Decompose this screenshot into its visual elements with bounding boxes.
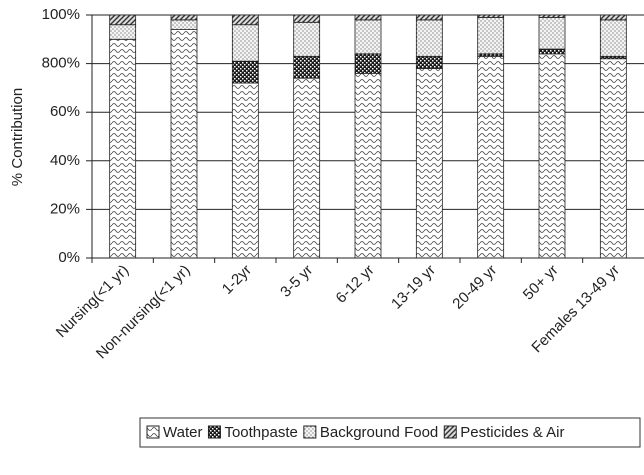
bar-segment [599,14,627,21]
bar-segment [293,14,321,23]
legend-swatch [207,425,221,439]
bar-segment [477,14,505,18]
y-axis-label: % Contribution [9,88,26,186]
bar-segment [170,14,198,21]
legend-label: Background Food [320,424,438,441]
bar-segment [538,17,566,50]
bar-segment [231,60,259,84]
y-tick-label: 60% [50,103,80,120]
bar-segment [231,24,259,62]
bar-segment [354,53,382,74]
bar-segment [109,14,137,26]
y-tick-label: 0% [58,249,80,266]
bar-segment [599,58,627,259]
legend-swatch [146,425,160,439]
legend-swatch [303,425,317,439]
x-tick-label: 3-5 yr [277,262,316,301]
x-tick-label: 6-12 yr [333,262,378,307]
legend-box [139,417,641,448]
legend-swatch [443,425,457,439]
bar-segment [477,55,505,259]
x-tick-label: 20-49 yr [449,262,500,313]
legend-label: Water [163,424,202,441]
bar-segment [415,19,443,57]
bar-segment [538,53,566,259]
x-tick-label: 50+ yr [520,262,562,304]
bar-segment [293,77,321,259]
bar-segment [354,72,382,259]
bar-segment [170,19,198,30]
bar-segment [415,68,443,259]
bar-segment [293,55,321,79]
x-tick-label: 1-2yr [219,262,255,298]
bar-segment [538,48,566,55]
x-tick-label: 13-19 yr [388,262,439,313]
bar-segment [293,21,321,57]
y-tick-label: 800% [42,55,80,72]
bar-segment [231,82,259,259]
bar-segment [599,19,627,57]
bar-segment [354,14,382,21]
bar-segment [170,29,198,259]
legend-label: Toothpaste [224,424,297,441]
y-tick-label: 20% [50,200,80,217]
bar-segment [109,24,137,40]
bar-segment [415,55,443,69]
bar-segment [477,17,505,55]
legend-label: Pesticides & Air [460,424,564,441]
bar-segment [231,14,259,26]
bar-segment [109,38,137,259]
bar-segment [538,14,566,18]
bar-segment [354,19,382,55]
y-tick-label: 40% [50,152,80,169]
y-tick-label: 100% [42,6,80,23]
bar-segment [415,14,443,21]
